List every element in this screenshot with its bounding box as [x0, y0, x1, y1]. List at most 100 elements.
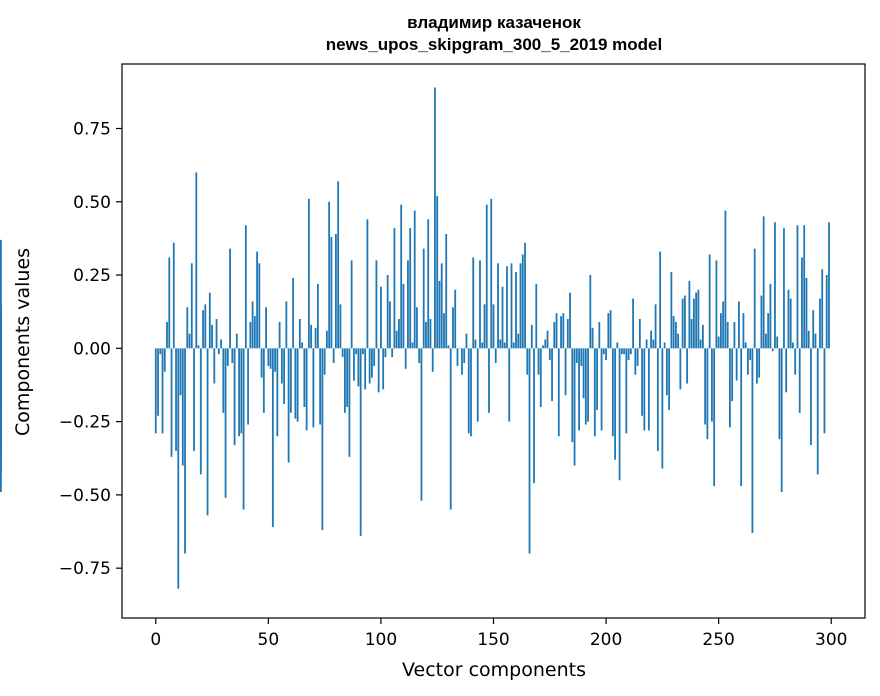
bar-220 — [650, 330, 653, 349]
x-tick-label: 150 — [477, 630, 509, 650]
bar-36 — [235, 333, 238, 349]
bar-12 — [181, 348, 184, 466]
bar-253 — [724, 210, 727, 349]
bar-172 — [542, 345, 544, 349]
bar-159 — [512, 342, 515, 349]
x-tick-label: 100 — [365, 630, 397, 650]
bar-228 — [668, 348, 671, 410]
bar-8 — [172, 242, 175, 349]
bar-80 — [334, 234, 337, 349]
bar-242 — [699, 339, 702, 349]
bar-203 — [611, 348, 614, 437]
bar-297 — [823, 348, 826, 434]
bar-165 — [526, 348, 529, 375]
bar-175 — [548, 348, 551, 361]
bar-142 — [474, 339, 477, 349]
bar-269 — [760, 295, 763, 349]
bar-30 — [222, 348, 225, 413]
y-tick-label: 0.50 — [73, 193, 111, 213]
bar-191 — [584, 348, 587, 425]
bar-232 — [677, 333, 680, 349]
bar-136 — [461, 348, 463, 375]
bar-147 — [485, 204, 488, 349]
bar-78 — [330, 236, 333, 349]
bar-undefined — [0, 319, 2, 349]
bar-230 — [672, 316, 675, 349]
bar-217 — [643, 348, 646, 431]
bar-201 — [607, 313, 610, 349]
bar-96 — [371, 348, 373, 378]
bar-14 — [186, 307, 189, 349]
bar-4 — [163, 348, 166, 372]
bar-171 — [539, 348, 542, 407]
bar-157 — [508, 348, 511, 422]
bar-undefined — [0, 339, 2, 349]
bar-153 — [499, 339, 502, 349]
bar-272 — [767, 313, 770, 349]
bar-287 — [801, 257, 803, 349]
bar-292 — [812, 310, 815, 349]
bar-197 — [598, 321, 601, 349]
bar-202 — [609, 310, 612, 349]
bar-48 — [262, 348, 265, 413]
bar-31 — [224, 348, 227, 498]
bar-98 — [375, 260, 378, 349]
bar-141 — [472, 257, 475, 349]
bar-72 — [316, 283, 319, 349]
bar-213 — [634, 348, 637, 375]
bar-265 — [751, 348, 754, 533]
bar-256 — [731, 348, 734, 402]
bar-49 — [265, 307, 267, 349]
bar-226 — [663, 342, 666, 349]
bar-111 — [404, 348, 407, 369]
bar-50 — [267, 348, 270, 366]
bar-254 — [726, 321, 729, 349]
bar-148 — [488, 348, 490, 413]
bar-87 — [350, 260, 353, 349]
bar-145 — [481, 342, 484, 349]
bar-20 — [199, 348, 202, 475]
bar-174 — [546, 330, 549, 349]
bar-234 — [681, 298, 684, 349]
bar-268 — [758, 348, 761, 378]
bar-264 — [749, 348, 752, 361]
bar-275 — [774, 222, 776, 349]
bar-37 — [238, 348, 240, 437]
y-axis: −0.75 −0.50 −0.25 0.00 0.25 0.50 0.75 — [59, 119, 122, 579]
bar-154 — [501, 286, 504, 349]
bar-0 — [154, 348, 157, 434]
bar-143 — [476, 348, 479, 422]
bar-71 — [314, 327, 317, 349]
bar-206 — [618, 348, 621, 481]
bar-262 — [744, 342, 747, 349]
bar-173 — [544, 339, 547, 349]
y-tick-label: 0.00 — [73, 339, 111, 359]
bar-123 — [431, 348, 434, 372]
bar-260 — [740, 348, 743, 487]
bar-33 — [229, 248, 231, 349]
bar-85 — [346, 348, 349, 407]
bar-273 — [769, 283, 772, 349]
bar-167 — [530, 324, 533, 349]
bar-55 — [278, 321, 281, 349]
bar-19 — [197, 345, 200, 349]
bar-93 — [364, 348, 367, 390]
bar-257 — [733, 321, 736, 349]
x-axis-label: Vector components — [402, 659, 586, 681]
bar-250 — [717, 336, 720, 349]
y-tick-label: −0.75 — [59, 559, 111, 579]
bar-238 — [690, 319, 693, 349]
bar-133 — [454, 289, 457, 349]
bar-73 — [319, 348, 322, 425]
bar-241 — [697, 289, 700, 349]
bar-176 — [551, 348, 553, 402]
bar-undefined — [0, 239, 2, 349]
bar-210 — [627, 348, 630, 361]
bar-25 — [211, 324, 213, 349]
bar-290 — [807, 330, 810, 349]
bar-162 — [519, 263, 522, 349]
bar-229 — [670, 272, 673, 349]
bar-97 — [373, 348, 376, 366]
bar-146 — [483, 304, 486, 349]
bar-88 — [353, 348, 355, 381]
